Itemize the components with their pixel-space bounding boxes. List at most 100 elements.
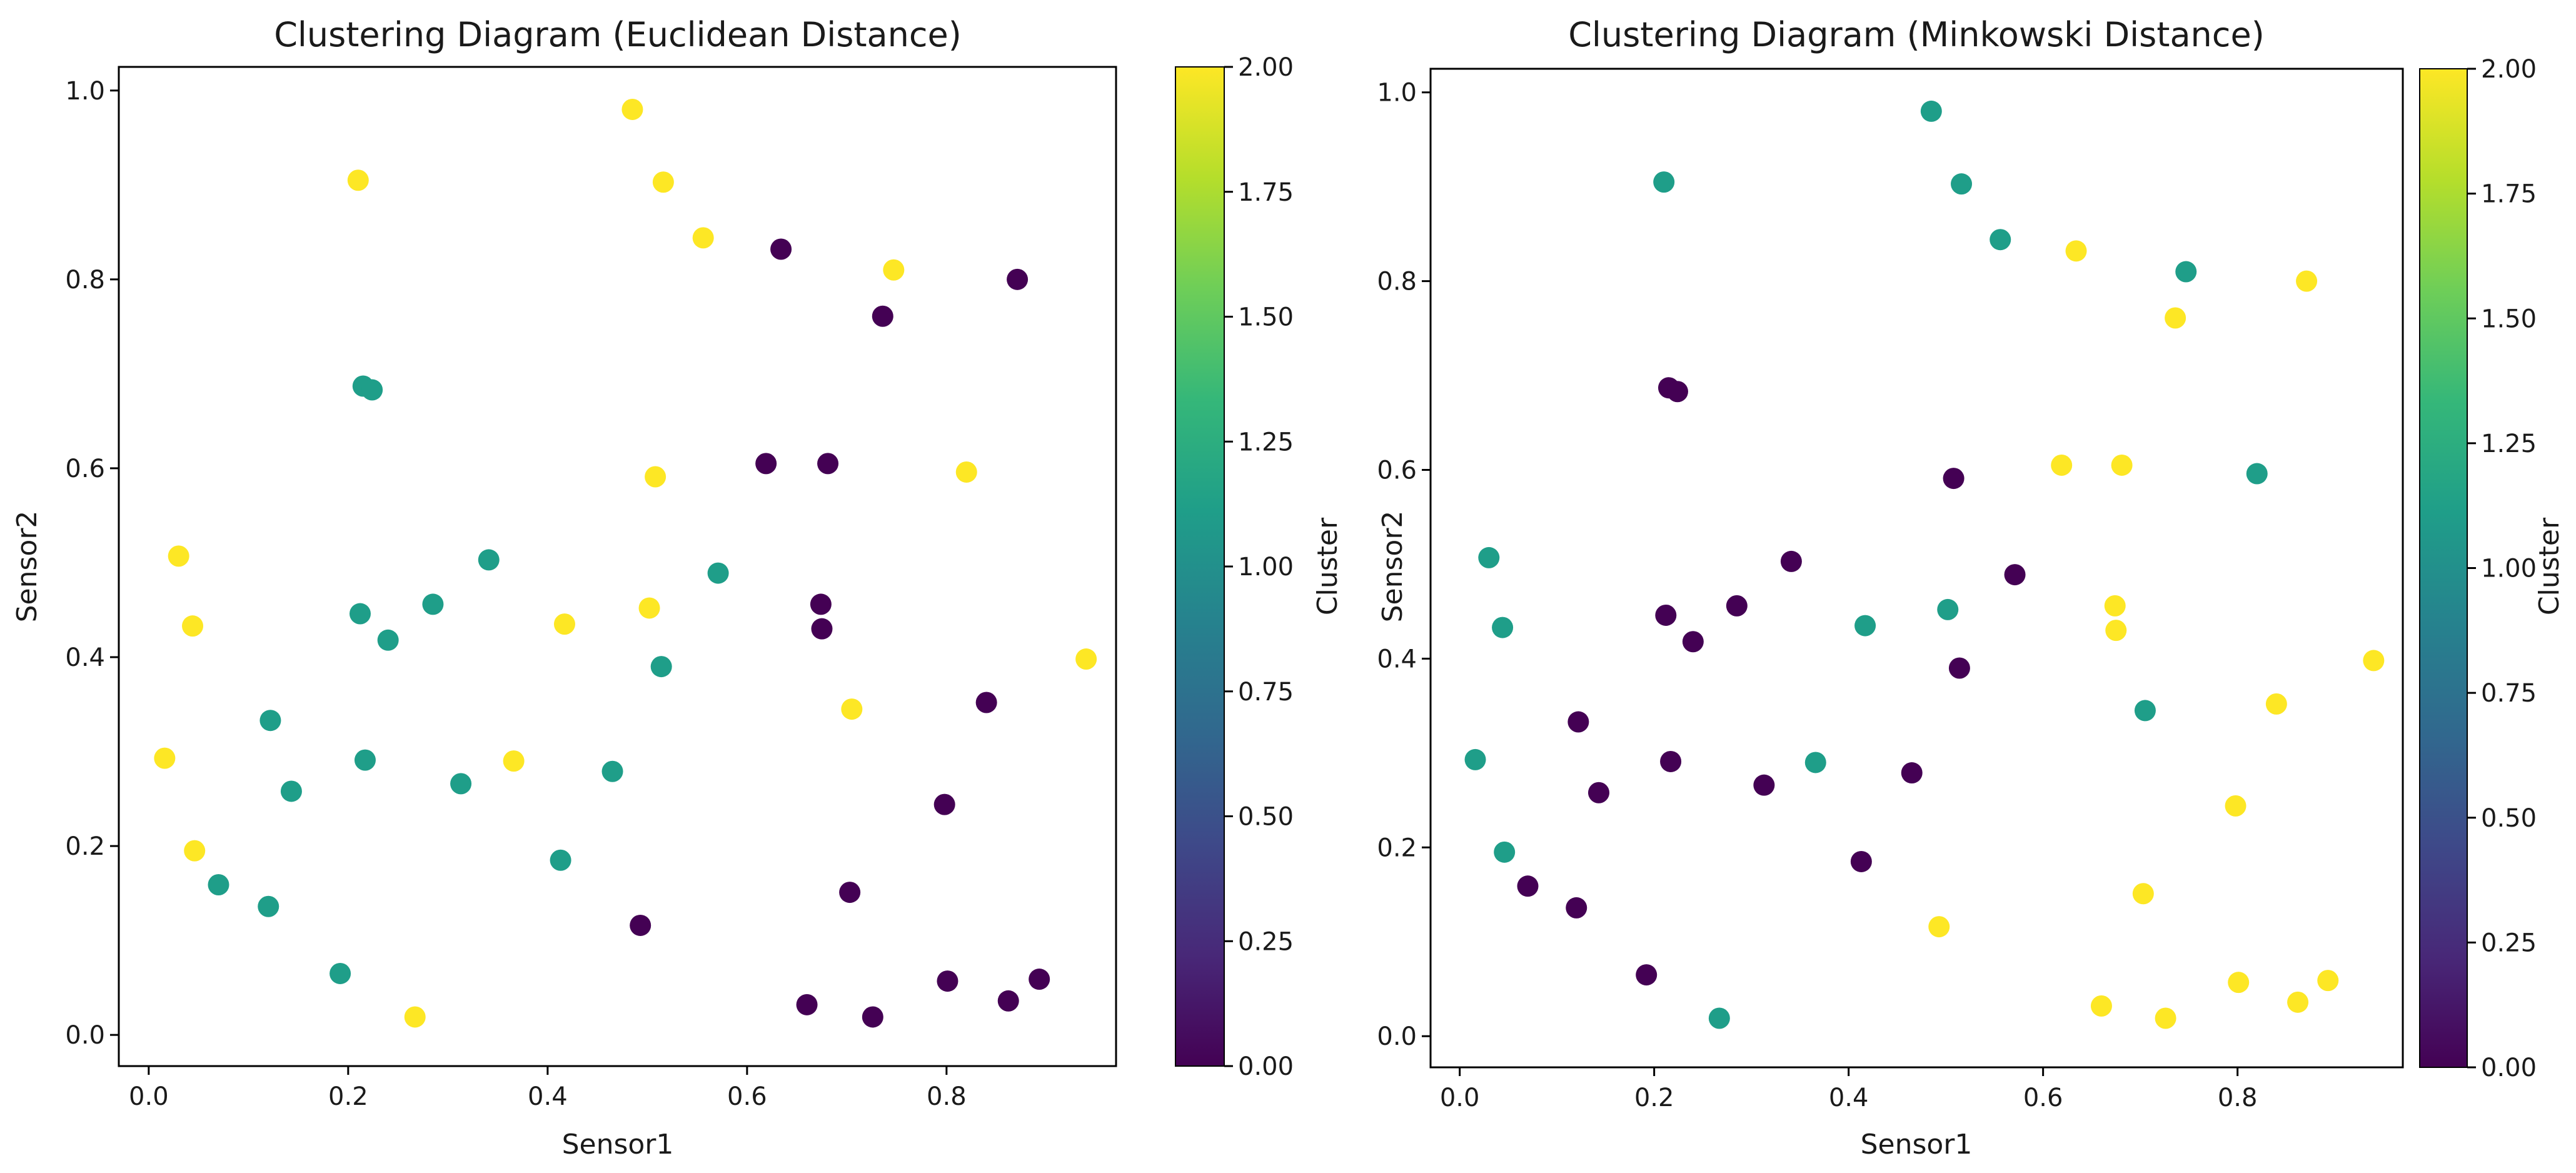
scatter-point bbox=[1653, 171, 1675, 193]
scatter-point bbox=[2246, 463, 2268, 485]
colorbar-tick-label: 1.00 bbox=[1238, 553, 1294, 581]
x-tick-label: 0.0 bbox=[129, 1082, 169, 1111]
scatter-point bbox=[810, 593, 832, 615]
scatter-points bbox=[1464, 100, 2385, 1029]
scatter-point bbox=[422, 593, 444, 615]
scatter-point bbox=[2155, 1007, 2176, 1029]
scatter-point bbox=[478, 549, 500, 571]
scatter-point bbox=[2104, 595, 2126, 617]
x-tick-label: 0.4 bbox=[528, 1082, 568, 1111]
scatter-point bbox=[450, 773, 472, 795]
colorbar-tick-label: 1.50 bbox=[1238, 303, 1294, 332]
scatter-point bbox=[1567, 711, 1589, 733]
scatter-point bbox=[1588, 782, 1610, 803]
colorbar-ticks: 0.00 0.25 0.50 0.75 1.00 1.25 1.50 1.75 2.00 bbox=[2467, 55, 2537, 1082]
colorbar bbox=[1175, 66, 1225, 1067]
scatter-point bbox=[404, 1006, 426, 1028]
scatter-point bbox=[839, 882, 861, 904]
x-tick-label: 0.6 bbox=[2023, 1084, 2063, 1112]
scatter-point bbox=[1464, 748, 1486, 770]
colorbar-tick-label: 0.75 bbox=[2481, 679, 2537, 708]
scatter-point bbox=[168, 545, 189, 567]
x-tick-label: 0.2 bbox=[1634, 1084, 1674, 1112]
scatter-point bbox=[2225, 795, 2246, 817]
scatter-point bbox=[770, 238, 792, 260]
y-tick-label: 1.0 bbox=[65, 77, 105, 106]
x-axis-label: Sensor1 bbox=[1861, 1129, 1973, 1160]
chart-title: Clustering Diagram (Euclidean Distance) bbox=[274, 15, 962, 54]
plot-frame bbox=[118, 66, 1117, 1067]
minkowski-chart: Clustering Diagram (Minkowski Distance) … bbox=[1377, 15, 2565, 1160]
plot-frame bbox=[1429, 68, 2404, 1069]
scatter-point bbox=[1517, 875, 1539, 897]
x-tick-label: 0.0 bbox=[1440, 1084, 1480, 1112]
scatter-point bbox=[354, 749, 376, 771]
scatter-point bbox=[1660, 750, 1682, 772]
scatter-point bbox=[937, 970, 958, 992]
scatter-point bbox=[933, 793, 955, 815]
scatter-point bbox=[2175, 261, 2197, 283]
scatter-point bbox=[707, 562, 729, 584]
colorbar-tick-label: 1.75 bbox=[1238, 178, 1294, 207]
scatter-point bbox=[377, 629, 399, 651]
scatter-point bbox=[650, 656, 672, 678]
scatter-point bbox=[645, 466, 667, 488]
scatter-point bbox=[1901, 762, 1923, 784]
chart-title: Clustering Diagram (Minkowski Distance) bbox=[1568, 15, 2265, 54]
scatter-point bbox=[2105, 620, 2127, 642]
colorbar-tick-label: 0.00 bbox=[1238, 1052, 1294, 1081]
scatter-point bbox=[2228, 972, 2250, 994]
y-tick-label: 0.6 bbox=[65, 455, 105, 483]
scatter-point bbox=[1850, 850, 1872, 872]
x-tick-label: 0.2 bbox=[328, 1082, 368, 1111]
colorbar-tick-label: 1.00 bbox=[2481, 555, 2537, 583]
colorbar-tick-label: 1.25 bbox=[1238, 428, 1294, 456]
y-tick-label: 0.4 bbox=[65, 643, 105, 672]
x-tick-label: 0.4 bbox=[1829, 1084, 1869, 1112]
scatter-point bbox=[1951, 173, 1973, 195]
scatter-point bbox=[2111, 454, 2133, 476]
scatter-point bbox=[2287, 991, 2309, 1013]
colorbar-tick-label: 0.50 bbox=[2481, 804, 2537, 833]
x-axis-ticks: 0.0 0.2 0.4 0.6 0.8 bbox=[1440, 1067, 2257, 1112]
colorbar-tick-label: 2.00 bbox=[2481, 55, 2537, 84]
scatter-point bbox=[652, 171, 674, 193]
scatter-point bbox=[955, 461, 977, 483]
scatter-point bbox=[1682, 631, 1704, 653]
scatter-point bbox=[2090, 995, 2112, 1017]
scatter-point bbox=[184, 840, 206, 862]
scatter-point bbox=[1854, 615, 1876, 637]
scatter-point bbox=[2004, 564, 2026, 586]
scatter-point bbox=[1636, 964, 1658, 986]
scatter-point bbox=[361, 379, 383, 401]
scatter-point bbox=[503, 750, 525, 772]
scatter-point bbox=[811, 618, 833, 640]
scatter-point bbox=[1780, 550, 1802, 572]
colorbar-tick-label: 1.75 bbox=[2481, 180, 2537, 209]
scatter-point bbox=[2132, 883, 2154, 905]
scatter-point bbox=[1492, 617, 1514, 638]
scatter-point bbox=[755, 453, 777, 475]
scatter-point bbox=[1494, 841, 1516, 863]
y-tick-label: 0.2 bbox=[65, 832, 105, 861]
colorbar-tick-label: 2.00 bbox=[1238, 53, 1294, 82]
scatter-point bbox=[259, 710, 281, 732]
colorbar-tick-label: 0.00 bbox=[2481, 1054, 2537, 1082]
scatter-point bbox=[2051, 454, 2073, 476]
scatter-point bbox=[280, 780, 302, 802]
colorbar-tick-label: 1.50 bbox=[2481, 305, 2537, 333]
colorbar-tick-label: 0.75 bbox=[1238, 678, 1294, 707]
colorbar-ticks: 0.00 0.25 0.50 0.75 1.00 1.25 1.50 1.75 2.00 bbox=[1224, 53, 1294, 1081]
scatter-point bbox=[2165, 307, 2186, 329]
colorbar-label: Cluster bbox=[2533, 517, 2565, 615]
scatter-point bbox=[2134, 700, 2156, 722]
scatter-point bbox=[2265, 693, 2287, 715]
scatter-point bbox=[1075, 648, 1097, 670]
colorbar-tick-label: 0.50 bbox=[1238, 803, 1294, 832]
scatter-point bbox=[2065, 240, 2087, 262]
scatter-point bbox=[1726, 595, 1748, 617]
y-axis-label: Sensor2 bbox=[1377, 511, 1409, 623]
scatter-point bbox=[1937, 598, 1959, 620]
y-tick-label: 0.6 bbox=[1377, 456, 1417, 485]
